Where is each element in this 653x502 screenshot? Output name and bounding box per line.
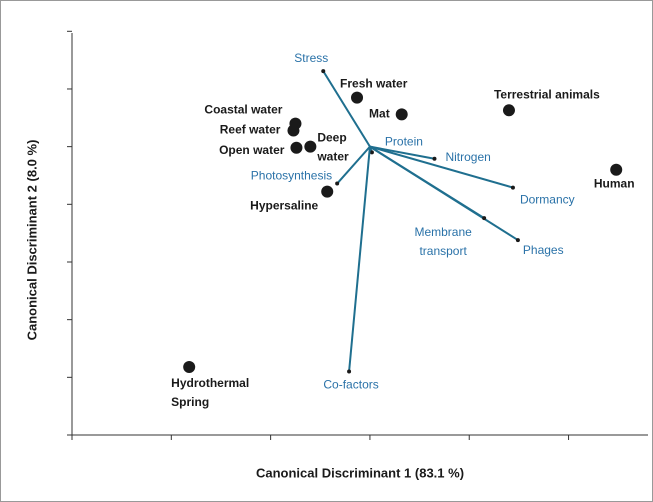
label: Deep water (316, 131, 349, 164)
label: Open water (219, 143, 285, 157)
point (502, 104, 515, 117)
label-line: Coastal water (204, 103, 282, 117)
label-line: Photosynthesis (251, 169, 332, 183)
label: Co-factors (323, 378, 378, 392)
label: Photosynthesis (251, 169, 332, 183)
vector-tip (510, 185, 515, 190)
label-line: Spring (171, 395, 209, 409)
label: Mat (369, 107, 390, 121)
label-line: Human (594, 177, 635, 191)
vector-tip (369, 150, 374, 155)
x-axis-label: Canonical Discriminant 1 (83.1 %) (256, 465, 464, 480)
label-line: Protein (385, 135, 423, 149)
point (290, 141, 303, 154)
label-line: Open water (219, 143, 285, 157)
label-line: Dormancy (520, 193, 575, 207)
vector (369, 145, 435, 160)
point (183, 360, 196, 373)
label-line: Membrane (414, 225, 472, 239)
label-line: Fresh water (340, 77, 408, 91)
label-line: Phages (523, 243, 564, 257)
label-line: water (316, 150, 349, 164)
point (287, 124, 300, 137)
vector (369, 145, 514, 189)
label: Human (594, 177, 635, 191)
vector-tip (321, 69, 326, 74)
vector-tip (432, 156, 437, 161)
label: Terrestrial animals (494, 87, 600, 101)
label: Coastal water (204, 103, 282, 117)
label: Stress (294, 51, 328, 65)
point (351, 91, 364, 104)
vector-tip (515, 238, 520, 243)
point (321, 185, 334, 198)
label: Hydrothermal Spring (171, 376, 249, 409)
label-line: Deep (317, 131, 346, 145)
vector (369, 145, 485, 220)
label-line: Terrestrial animals (494, 87, 600, 101)
label: Phages (523, 243, 564, 257)
label-line: Nitrogen (445, 150, 490, 164)
label: Dormancy (520, 193, 575, 207)
vector (348, 146, 371, 372)
label-line: Co-factors (323, 378, 378, 392)
point (304, 140, 317, 153)
vector-tip (347, 369, 352, 374)
label: Membrane transport (414, 225, 472, 258)
label-line: Reef water (220, 123, 281, 137)
point (395, 108, 408, 121)
vector-tip (335, 181, 340, 186)
label: Nitrogen (445, 150, 490, 164)
label-line: Mat (369, 107, 390, 121)
label: Protein (385, 135, 423, 149)
label: Hypersaline (250, 199, 318, 213)
label: Fresh water (340, 77, 408, 91)
vector-tip (482, 216, 487, 221)
label-line: Stress (294, 51, 328, 65)
vector (336, 145, 371, 185)
label-line: transport (419, 244, 467, 258)
y-axis-label: Canonical Discriminant 2 (8.0 %) (24, 140, 39, 341)
label: Reef water (220, 123, 281, 137)
point (610, 163, 623, 176)
label-line: Hydrothermal (171, 376, 249, 390)
label-line: Hypersaline (250, 199, 318, 213)
vector (322, 70, 371, 148)
